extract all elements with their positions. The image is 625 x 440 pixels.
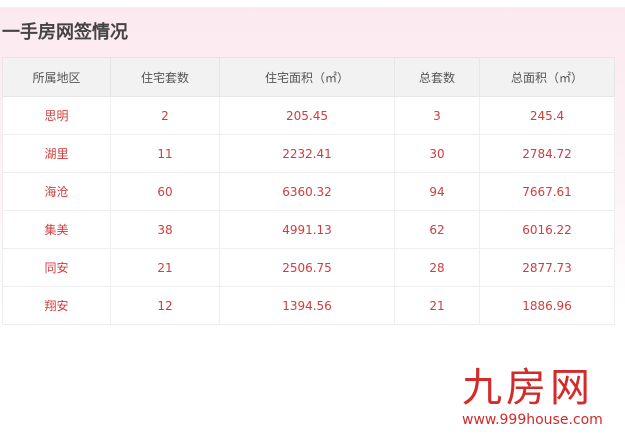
table-cell: 3 [394,96,480,135]
column-header: 总套数 [394,57,480,97]
table-cell: 翔安 [2,286,111,325]
logo-url: www.999house.com [462,412,603,428]
table-cell: 2877.73 [479,248,615,287]
table-cell: 205.45 [219,96,395,135]
table-cell: 12 [110,286,220,325]
table-cell: 6016.22 [479,210,615,249]
table-cell: 245.4 [479,96,615,135]
table-cell: 海沧 [2,172,111,211]
table-row: 湖里 11 2232.41 30 2784.72 [2,134,615,173]
table-row: 集美 38 4991.13 62 6016.22 [2,210,615,249]
table-cell: 同安 [2,248,111,287]
table-row: 思明 2 205.45 3 245.4 [2,96,615,135]
logo-mark: 九房网 [462,365,594,411]
table-cell: 28 [394,248,480,287]
table-cell: 2 [110,96,220,135]
table-cell: 2506.75 [219,248,395,287]
logo: 九房网 www.999house.com [462,366,612,428]
table-cell: 21 [110,248,220,287]
column-header: 住宅套数 [110,57,220,97]
table-cell: 62 [394,210,480,249]
table-row: 翔安 12 1394.56 21 1886.96 [2,286,615,325]
page-title: 一手房网签情况 [2,22,128,43]
table-cell: 1394.56 [219,286,395,325]
table-cell: 湖里 [2,134,111,173]
table-cell: 集美 [2,210,111,249]
column-header: 总面积（㎡） [479,57,615,97]
table-cell: 21 [394,286,480,325]
table-row: 海沧 60 6360.32 94 7667.61 [2,172,615,211]
table-cell: 6360.32 [219,172,395,211]
table-cell: 11 [110,134,220,173]
table-cell: 30 [394,134,480,173]
table-header-row: 所属地区 住宅套数 住宅面积（㎡） 总套数 总面积（㎡） [2,57,615,97]
table-cell: 2232.41 [219,134,395,173]
table-cell: 38 [110,210,220,249]
column-header: 住宅面积（㎡） [219,57,395,97]
column-header: 所属地区 [2,57,111,97]
table-cell: 2784.72 [479,134,615,173]
sales-table: 所属地区 住宅套数 住宅面积（㎡） 总套数 总面积（㎡） 思明 2 205.45 3 2… [2,57,615,325]
table-cell: 4991.13 [219,210,395,249]
table-cell: 94 [394,172,480,211]
table-row: 同安 21 2506.75 28 2877.73 [2,248,615,287]
table-cell: 60 [110,172,220,211]
table-cell: 思明 [2,96,111,135]
table-cell: 1886.96 [479,286,615,325]
table-cell: 7667.61 [479,172,615,211]
